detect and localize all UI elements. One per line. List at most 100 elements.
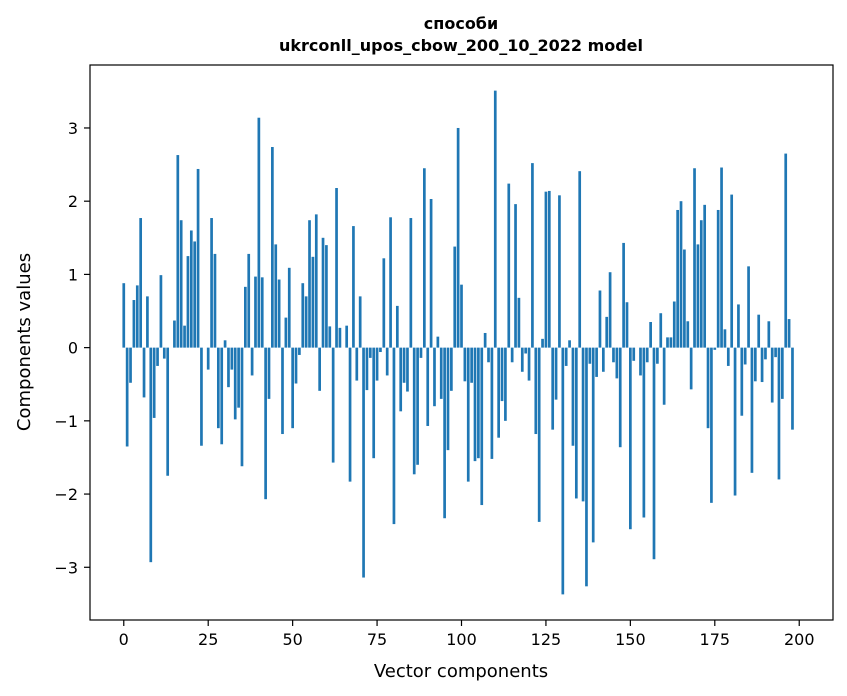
bar-114 bbox=[507, 183, 511, 348]
x-tick-label: 125 bbox=[531, 630, 562, 649]
bar-135 bbox=[578, 171, 582, 348]
bar-0 bbox=[122, 283, 126, 348]
chart-title: способи bbox=[424, 14, 498, 33]
bar-131 bbox=[564, 347, 568, 366]
bar-120 bbox=[527, 347, 531, 381]
bar-123 bbox=[537, 347, 541, 522]
bar-126 bbox=[547, 190, 551, 348]
bar-136 bbox=[581, 347, 585, 502]
bar-28 bbox=[216, 347, 220, 429]
bar-42 bbox=[264, 347, 267, 500]
bar-40 bbox=[257, 117, 261, 348]
bar-49 bbox=[287, 267, 291, 348]
bar-76 bbox=[379, 347, 382, 353]
bar-62 bbox=[331, 347, 335, 463]
bar-30 bbox=[223, 340, 227, 348]
bar-129 bbox=[558, 195, 561, 348]
bar-163 bbox=[672, 301, 676, 348]
x-tick-label: 75 bbox=[367, 630, 387, 649]
bar-133 bbox=[571, 347, 575, 446]
bar-186 bbox=[750, 347, 754, 473]
bar-182 bbox=[737, 304, 740, 348]
bar-142 bbox=[601, 347, 605, 372]
bar-103 bbox=[470, 347, 473, 383]
bar-71 bbox=[362, 347, 365, 578]
bar-94 bbox=[439, 347, 443, 399]
bar-107 bbox=[483, 332, 487, 348]
bar-115 bbox=[510, 347, 514, 363]
bar-92 bbox=[433, 347, 436, 407]
bar-139 bbox=[591, 347, 595, 543]
bar-132 bbox=[568, 340, 571, 348]
bar-15 bbox=[173, 320, 176, 348]
bar-125 bbox=[544, 191, 548, 348]
bar-91 bbox=[429, 198, 433, 348]
bar-159 bbox=[659, 313, 663, 348]
bar-124 bbox=[541, 338, 544, 348]
bar-11 bbox=[159, 275, 163, 348]
bar-2 bbox=[129, 347, 132, 383]
bar-29 bbox=[220, 347, 224, 445]
bar-22 bbox=[196, 168, 200, 348]
bar-113 bbox=[504, 347, 507, 421]
bar-37 bbox=[247, 253, 251, 348]
bar-183 bbox=[740, 347, 744, 416]
bar-12 bbox=[162, 347, 166, 359]
y-tick-label: 1 bbox=[68, 265, 78, 284]
bar-174 bbox=[710, 347, 713, 503]
bar-184 bbox=[743, 347, 747, 365]
bar-18 bbox=[183, 325, 186, 348]
bar-155 bbox=[645, 347, 649, 363]
bar-43 bbox=[267, 347, 271, 399]
y-axis-label: Components values bbox=[14, 253, 35, 431]
bar-179 bbox=[726, 347, 730, 366]
bar-89 bbox=[423, 168, 426, 348]
bar-78 bbox=[385, 347, 389, 376]
y-tick-label: 3 bbox=[68, 119, 78, 138]
bar-55 bbox=[308, 220, 311, 348]
bar-52 bbox=[298, 347, 301, 355]
bar-122 bbox=[534, 347, 538, 435]
bar-111 bbox=[497, 347, 500, 438]
x-tick-label: 100 bbox=[446, 630, 477, 649]
bar-66 bbox=[345, 325, 349, 348]
bar-3 bbox=[132, 300, 136, 348]
bar-162 bbox=[669, 337, 673, 348]
bar-138 bbox=[588, 347, 592, 364]
bar-99 bbox=[456, 127, 460, 348]
bar-137 bbox=[585, 347, 588, 587]
bar-178 bbox=[723, 329, 727, 348]
y-tick-label: −1 bbox=[54, 412, 78, 431]
bar-23 bbox=[200, 347, 203, 446]
bar-128 bbox=[554, 347, 558, 400]
bar-72 bbox=[365, 347, 369, 391]
bar-34 bbox=[237, 347, 240, 408]
bar-64 bbox=[338, 327, 342, 348]
bar-147 bbox=[618, 347, 622, 448]
bar-series bbox=[122, 90, 794, 595]
bar-198 bbox=[791, 347, 794, 430]
y-tick-label: −3 bbox=[54, 558, 78, 577]
bar-85 bbox=[409, 218, 413, 348]
bar-13 bbox=[166, 347, 170, 476]
bar-190 bbox=[764, 347, 767, 360]
bar-175 bbox=[713, 347, 717, 350]
bar-176 bbox=[716, 209, 720, 348]
bar-90 bbox=[426, 347, 430, 426]
bar-140 bbox=[595, 347, 598, 377]
bar-88 bbox=[419, 347, 423, 358]
bar-51 bbox=[294, 347, 298, 384]
bar-173 bbox=[706, 347, 710, 429]
bar-97 bbox=[450, 347, 453, 391]
bar-153 bbox=[639, 347, 642, 376]
bar-169 bbox=[693, 168, 696, 348]
bar-148 bbox=[622, 242, 625, 348]
bar-180 bbox=[730, 194, 734, 348]
bar-20 bbox=[189, 230, 193, 348]
bar-156 bbox=[649, 322, 652, 348]
bar-168 bbox=[689, 347, 693, 390]
bar-192 bbox=[770, 347, 774, 403]
bar-68 bbox=[352, 226, 355, 348]
bar-100 bbox=[460, 284, 463, 348]
bar-195 bbox=[780, 347, 784, 399]
